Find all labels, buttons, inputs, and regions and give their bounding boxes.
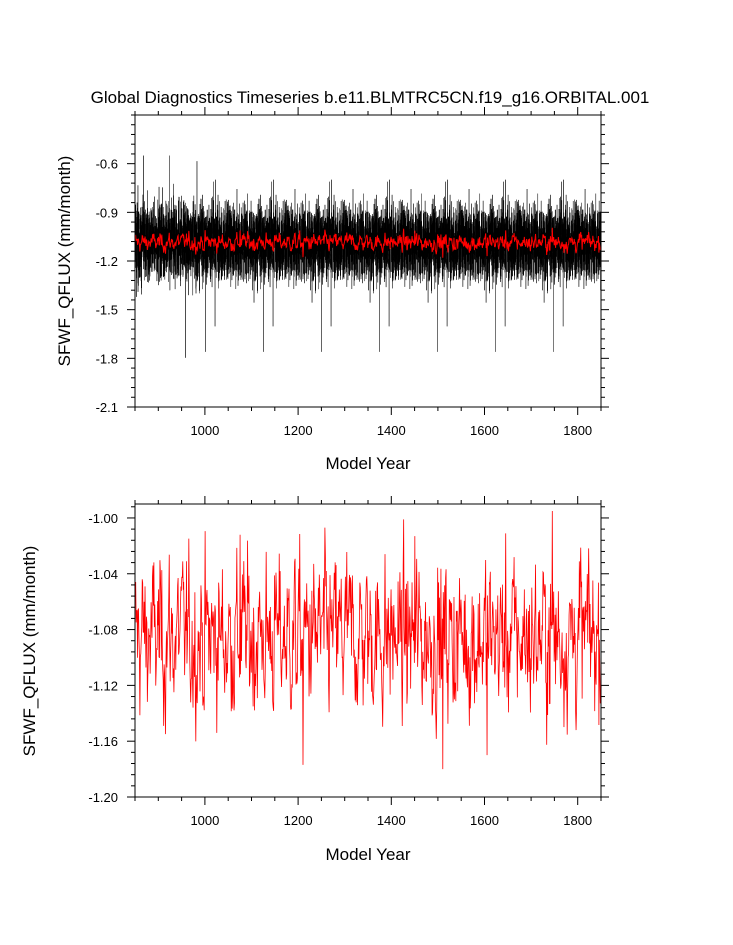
top-x-tick-label: 1000 — [190, 423, 219, 438]
bottom-x-axis-label: Model Year — [325, 845, 410, 864]
top-x-tick-label: 1800 — [563, 423, 592, 438]
chart-title: Global Diagnostics Timeseries b.e11.BLMT… — [91, 88, 650, 107]
bottom-plot-area — [134, 510, 602, 770]
top-y-axis-label: SFWF_QFLUX (mm/month) — [55, 156, 74, 367]
top-x-tick-label: 1400 — [377, 423, 406, 438]
top-x-tick-label: 1600 — [470, 423, 499, 438]
top-y-tick-label: -1.8 — [96, 351, 118, 366]
bottom-panel: 1000 1200 1400 1600 1800 -1.20 -1.16 -1.12 -1.08… — [20, 496, 609, 864]
bottom-y-axis-label: SFWF_QFLUX (mm/month) — [20, 546, 39, 757]
bottom-axes: 1000 1200 1400 1600 1800 -1.20 -1.16 -1.12 -1.08… — [88, 496, 609, 828]
top-x-axis-label: Model Year — [325, 454, 410, 473]
bottom-x-tick-label: 1200 — [284, 813, 313, 828]
bottom-x-tick-label: 1000 — [190, 813, 219, 828]
top-y-tick-label: -1.5 — [96, 303, 118, 318]
top-x-tick-label: 1200 — [284, 423, 313, 438]
bottom-y-tick-label: -1.20 — [88, 790, 118, 805]
top-axes: 1000 1200 1400 1600 1800 -2.1 -1.8 -1.5 -1.2 -0.9… — [96, 107, 609, 438]
top-annual-series-line — [134, 227, 602, 258]
bottom-y-tick-label: -1.16 — [88, 734, 118, 749]
top-y-tick-label: -2.1 — [96, 400, 118, 415]
top-y-tick-label: -0.9 — [96, 205, 118, 220]
bottom-annual-series-line — [134, 510, 602, 770]
bottom-x-tick-label: 1800 — [563, 813, 592, 828]
top-y-tick-label: -0.6 — [96, 157, 118, 172]
top-panel: 1000 1200 1400 1600 1800 -2.1 -1.8 -1.5 -1.2 -0.9… — [55, 107, 609, 473]
bottom-y-tick-label: -1.08 — [88, 623, 118, 638]
bottom-x-tick-label: 1600 — [470, 813, 499, 828]
bottom-y-tick-label: -1.04 — [88, 567, 118, 582]
top-monthly-series-line — [134, 155, 602, 358]
bottom-y-tick-label: -1.00 — [88, 511, 118, 526]
bottom-x-tick-label: 1400 — [377, 813, 406, 828]
top-y-tick-label: -1.2 — [96, 254, 118, 269]
bottom-y-tick-label: -1.12 — [88, 678, 118, 693]
top-plot-area — [134, 155, 602, 358]
